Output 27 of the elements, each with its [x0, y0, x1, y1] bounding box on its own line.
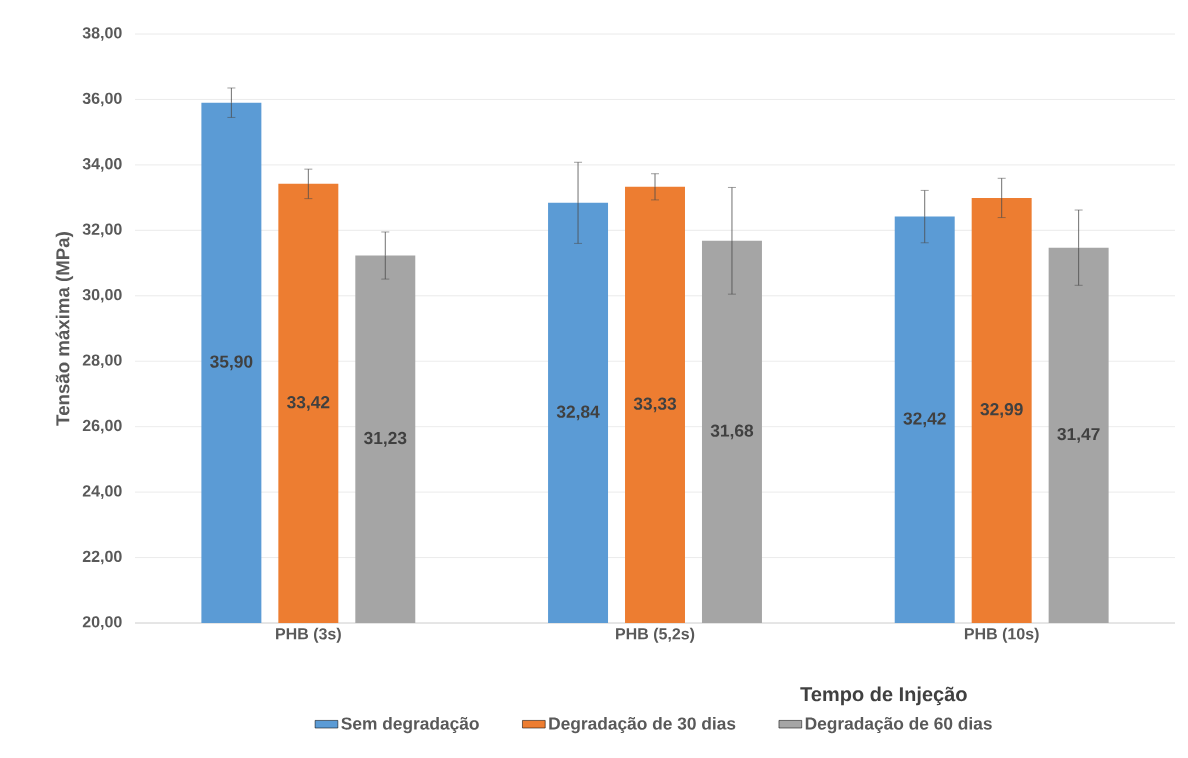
y-tick-label: 32,00 [82, 223, 122, 238]
y-tick-label: 28,00 [82, 354, 122, 369]
y-tick-label: 38,00 [82, 27, 122, 41]
y-tick-label: 20,00 [82, 616, 122, 630]
legend-label: Sem degradação [341, 716, 479, 734]
data-label: 32,42 [903, 412, 946, 428]
legend-label: Degradação de 60 dias [805, 716, 992, 734]
data-label: 32,84 [556, 405, 600, 421]
data-label: 33,33 [633, 397, 677, 413]
data-label: 33,42 [287, 396, 330, 411]
y-tick-label: 34,00 [82, 158, 122, 172]
y-tick-label: 30,00 [82, 288, 122, 303]
y-tick-label: 26,00 [82, 419, 122, 434]
x-tick-label: PHB (5,2s) [616, 627, 695, 643]
x-tick-label: PHB (3s) [276, 627, 341, 643]
data-label: 31,68 [710, 424, 754, 440]
data-label: 31,47 [1057, 427, 1100, 443]
x-tick-label: PHB (10s) [964, 627, 1039, 643]
y-tick-label: 36,00 [82, 92, 122, 107]
y-tick-label: 24,00 [82, 485, 122, 499]
data-label: 31,23 [364, 431, 407, 447]
data-label: 35,90 [210, 355, 253, 371]
y-axis-title: Tensão máxima (MPa) [55, 232, 74, 426]
data-label: 32,99 [980, 403, 1023, 418]
x-axis-title: Tempo de Injeção [800, 686, 967, 706]
legend-label: Degradação de 30 dias [549, 716, 736, 734]
y-tick-label: 22,00 [82, 550, 122, 565]
